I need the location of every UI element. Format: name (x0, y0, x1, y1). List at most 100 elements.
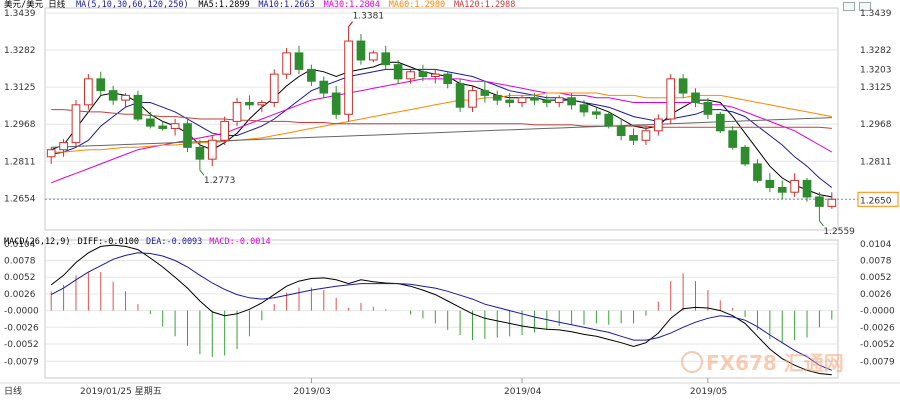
candle-body (170, 123, 180, 129)
candle-body (443, 73, 453, 85)
candle-body (59, 142, 68, 151)
window-minimize-button[interactable] (843, 2, 855, 11)
chart-title: 美元/美元 日线 (4, 0, 66, 10)
candle-body (653, 118, 663, 132)
candle-body (554, 97, 564, 103)
main-plot-frame (44, 7, 839, 231)
macd-y-tick-right: 0.0052 (860, 273, 892, 283)
macd-y-tick-left: -0.0000 (4, 307, 39, 317)
candle-body (753, 163, 762, 181)
candle-body (430, 73, 440, 77)
candle-body (356, 40, 366, 61)
candle-body (344, 40, 353, 115)
candle-body (257, 101, 267, 106)
main-y-tick-left: 1.2968 (4, 120, 36, 130)
candle-body (207, 139, 217, 160)
price-tag: 1.3203 (860, 66, 892, 76)
main-y-tick-left: 1.2654 (4, 194, 36, 204)
candle-body (604, 113, 614, 127)
ma-line-ma10 (51, 68, 833, 188)
main-y-tick-right: 1.3282 (860, 46, 892, 56)
macd-y-tick-left: 0.0078 (4, 257, 36, 267)
candle-body (245, 101, 254, 106)
candle-body (715, 113, 725, 132)
date-axis-label: 2019/04 (504, 387, 542, 397)
ma-line-ma250 (51, 117, 832, 148)
candle-body (703, 101, 713, 115)
main-y-tick-right: 1.3439 (860, 9, 892, 19)
price-annotation-pointer (199, 169, 205, 176)
macd-y-tick-left: -0.0026 (4, 323, 39, 333)
candle-body (71, 104, 81, 144)
ma-legend-item: MA10:1.2663 (258, 0, 314, 10)
candle-body (678, 78, 688, 94)
macd-diff-line (50, 244, 832, 376)
ma-line-ma120 (51, 109, 832, 129)
candle-body (777, 186, 787, 193)
macd-y-tick-left: 0.0052 (4, 273, 36, 283)
last-price-tag-box (857, 191, 899, 207)
candle-body (319, 80, 329, 94)
macd-y-tick-left: 0.0026 (4, 290, 36, 300)
candle-body (133, 94, 143, 120)
macd-y-tick-left: 0.0104 (4, 240, 36, 250)
candle-body (468, 90, 477, 108)
candle-body (505, 99, 514, 103)
candle-body (530, 97, 539, 101)
period-label: 日线 (4, 385, 22, 397)
candle-body (393, 64, 403, 80)
candle-body (629, 135, 638, 141)
candle-body (331, 92, 341, 115)
macd-plot-frame (44, 239, 839, 379)
candle-body (46, 149, 56, 158)
macd-y-tick-right: -0.0052 (860, 340, 895, 350)
candle-body (728, 130, 738, 148)
main-y-tick-left: 1.2811 (4, 157, 36, 167)
candle-body (666, 78, 676, 120)
candle-body (740, 146, 750, 165)
macd-y-tick-right: 0.0026 (860, 290, 892, 300)
candle-body (108, 90, 118, 101)
price-annotation-pointer (819, 220, 824, 227)
candle-body (96, 78, 106, 92)
candle-body (765, 179, 775, 188)
candle-body (84, 78, 93, 106)
macd-legend-item: DIFF:-0.0100 (78, 237, 139, 247)
main-y-tick-left: 1.3439 (4, 9, 36, 19)
macd-legend-item: DEA:-0.0093 (146, 237, 202, 247)
candle-body (369, 52, 378, 61)
candle-body (567, 97, 576, 106)
main-y-tick-right: 1.2968 (860, 120, 892, 130)
watermark-logo-icon (681, 351, 703, 373)
price-annotation-pointer (348, 21, 353, 27)
ma-legend-item: MA(5,10,30,60,120,250) (76, 0, 189, 10)
price-annotation: 1.2773 (204, 176, 236, 186)
main-y-tick-left: 1.3125 (4, 83, 36, 93)
candle-body (802, 179, 812, 198)
macd-y-tick-left: -0.0052 (4, 340, 39, 350)
ma-line-ma30 (51, 78, 833, 184)
price-annotation: 1.3381 (353, 12, 385, 22)
window-maximize-button[interactable] (859, 2, 871, 11)
candle-body (455, 83, 465, 108)
macd-legend-item: MACD(26,12,9) (4, 237, 71, 247)
candle-body (517, 97, 527, 103)
candle-body (145, 118, 155, 127)
watermark-text: FX678 汇通网 (706, 351, 844, 375)
candle-body (183, 123, 192, 148)
candle-body (381, 52, 391, 66)
ma-legend-item: MA120:1.2988 (454, 0, 515, 10)
macd-y-tick-right: -0.0026 (860, 323, 895, 333)
main-y-tick-right: 1.3125 (860, 83, 892, 93)
macd-y-tick-right: 0.0078 (860, 257, 892, 267)
candle-body (616, 125, 626, 137)
candle-body (827, 198, 837, 207)
candle-body (790, 179, 799, 193)
candle-body (158, 125, 168, 129)
date-axis-label: 2019/05 (690, 387, 727, 397)
price-tag: 1.2650 (860, 196, 892, 206)
price-annotation: 1.2559 (823, 227, 855, 237)
cursor-date-label: 2019/01/25 星期五 (80, 386, 162, 397)
